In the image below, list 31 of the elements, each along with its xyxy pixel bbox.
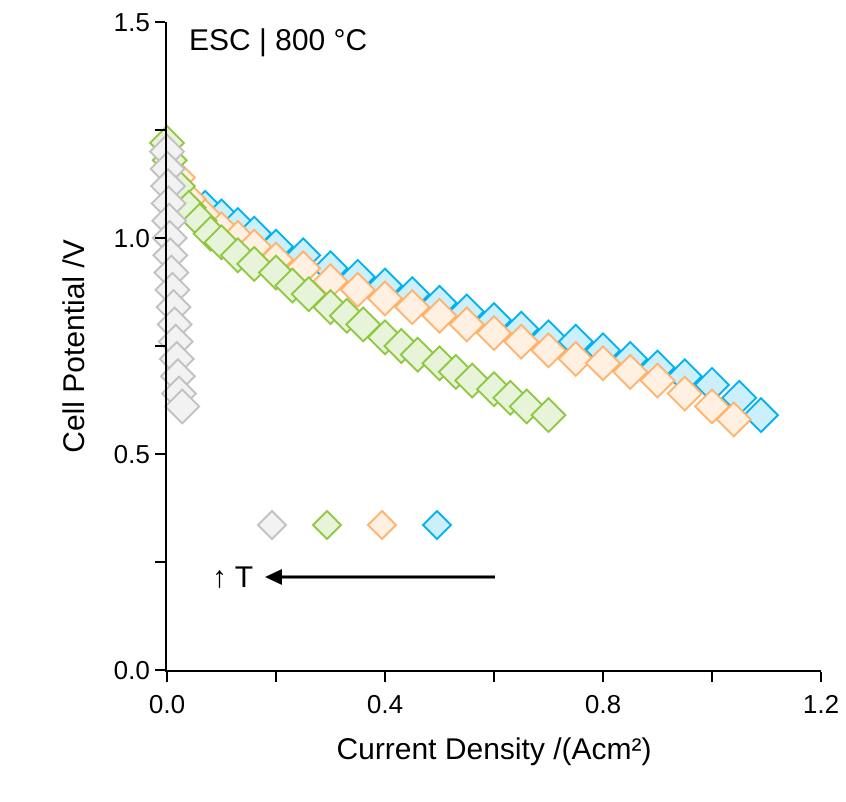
point [503, 324, 540, 360]
point [530, 332, 566, 368]
point [448, 306, 485, 342]
point [694, 388, 730, 424]
x-tick-label: 0.0 [148, 689, 186, 720]
x-axis-title: Current Density /(Acm²) [336, 733, 652, 766]
point [530, 397, 566, 434]
point [367, 280, 403, 316]
y-tick-label: 1.0 [114, 223, 150, 254]
point [345, 306, 382, 342]
annotation: ↑ T [212, 561, 254, 594]
x-tick-label: 1.2 [802, 689, 840, 720]
point [640, 362, 676, 398]
x-tick-label: 0.4 [366, 689, 404, 720]
x-tick-label: 0.8 [584, 689, 622, 720]
point [340, 272, 376, 308]
y-axis-title: Cell Potential /V [58, 239, 92, 453]
point [585, 345, 621, 382]
point [666, 376, 703, 412]
point [476, 315, 512, 351]
y-tick-label: 0.5 [114, 439, 150, 470]
y-tick-label: 1.5 [114, 7, 150, 38]
point [716, 402, 752, 438]
point [743, 397, 779, 434]
point [290, 276, 327, 312]
annotation: ESC | 800 °C [189, 24, 368, 57]
point [612, 354, 648, 390]
point [164, 388, 200, 424]
point [394, 289, 430, 326]
y-tick-label: 0.0 [114, 655, 150, 686]
point [422, 298, 458, 334]
